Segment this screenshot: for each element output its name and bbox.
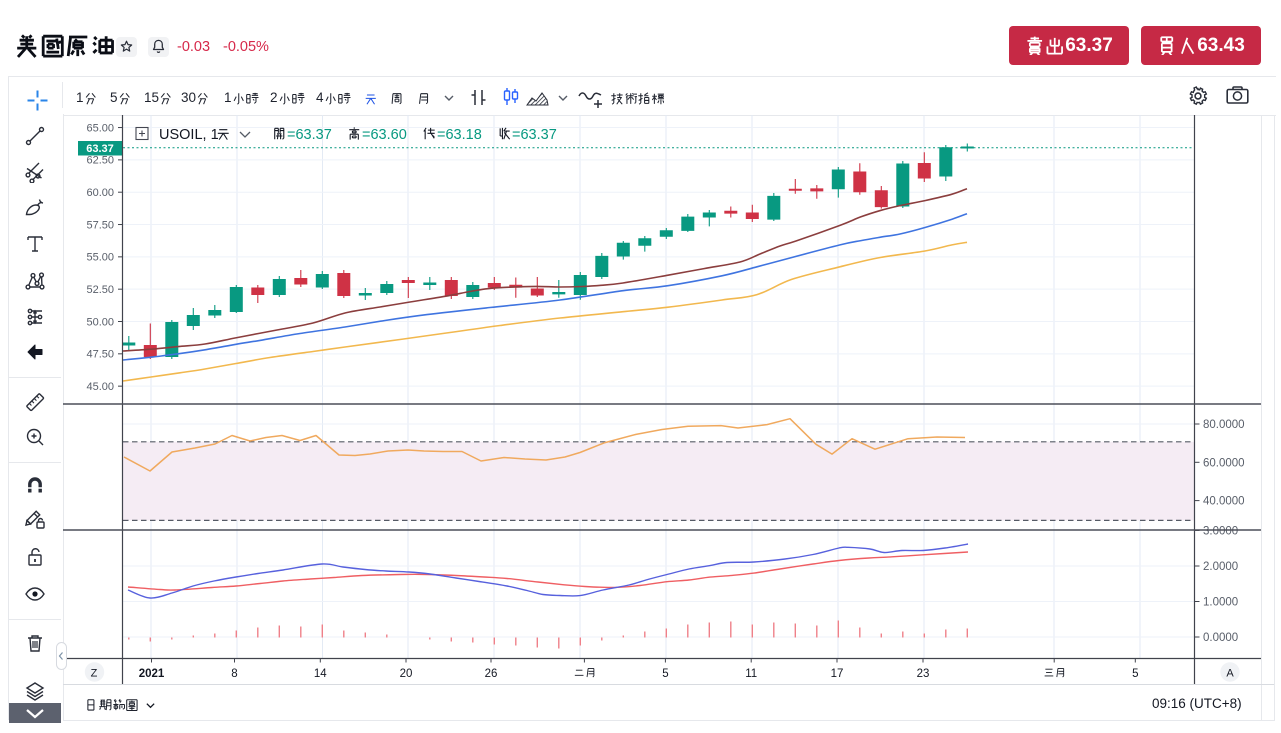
svg-text:45.00: 45.00 — [86, 381, 114, 393]
svg-text:62.50: 62.50 — [86, 155, 114, 167]
svg-text:8: 8 — [231, 668, 237, 680]
svg-text:1.0000: 1.0000 — [1203, 597, 1238, 609]
svg-text:23: 23 — [917, 668, 930, 680]
svg-text:60.0000: 60.0000 — [1203, 457, 1245, 469]
svg-text:50.00: 50.00 — [86, 316, 114, 328]
svg-text:17: 17 — [831, 668, 844, 680]
svg-text:=63.37: =63.37 — [512, 127, 557, 143]
svg-text:2.0000: 2.0000 — [1203, 561, 1238, 573]
svg-text:3.0000: 3.0000 — [1203, 526, 1238, 538]
svg-text:11: 11 — [745, 668, 757, 680]
svg-text:63.37: 63.37 — [86, 143, 114, 155]
svg-text:60.00: 60.00 — [86, 187, 114, 199]
svg-text:57.50: 57.50 — [86, 219, 114, 231]
svg-text:Z: Z — [91, 668, 98, 680]
svg-text:5: 5 — [662, 668, 668, 680]
svg-text:=63.60: =63.60 — [362, 127, 407, 143]
svg-text:20: 20 — [400, 668, 413, 680]
svg-text:26: 26 — [485, 668, 498, 680]
svg-text:65.00: 65.00 — [86, 122, 114, 134]
svg-text:55.00: 55.00 — [86, 252, 114, 264]
svg-text:=63.18: =63.18 — [437, 127, 482, 143]
svg-text:40.0000: 40.0000 — [1203, 496, 1245, 508]
svg-text:USOIL, 1: USOIL, 1 — [159, 127, 219, 143]
svg-text:52.50: 52.50 — [86, 284, 114, 296]
svg-text:=63.37: =63.37 — [287, 127, 332, 143]
svg-text:2021: 2021 — [139, 668, 165, 680]
svg-text:14: 14 — [314, 668, 327, 680]
svg-text:80.0000: 80.0000 — [1203, 419, 1245, 431]
svg-text:0.0000: 0.0000 — [1203, 632, 1238, 644]
svg-text:47.50: 47.50 — [86, 349, 114, 361]
svg-text:5: 5 — [1132, 668, 1138, 680]
svg-text:A: A — [1226, 668, 1234, 680]
